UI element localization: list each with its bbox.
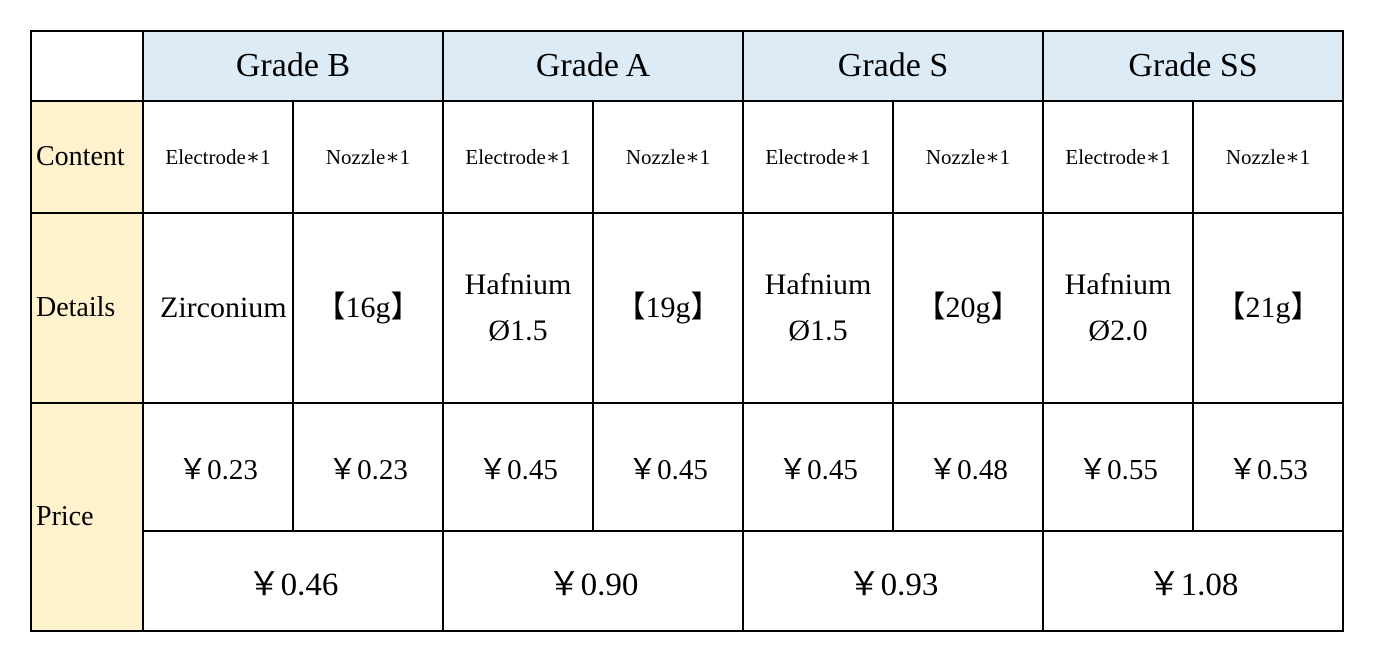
corner-cell — [30, 30, 144, 102]
total-row: ￥0.46 ￥0.90 ￥0.93 ￥1.08 — [31, 530, 1345, 632]
cell: ￥0.23 — [292, 402, 444, 532]
cell: Electrode∗1 — [1042, 100, 1194, 214]
cell: ￥0.48 — [892, 402, 1044, 532]
cell: 【16g】 — [292, 212, 444, 404]
grade-header: Grade SS — [1041, 30, 1345, 102]
cell: Nozzle∗1 — [592, 100, 744, 214]
row-label: Content — [30, 100, 144, 214]
total-cell: ￥0.93 — [742, 530, 1044, 632]
cell: Zirconium — [142, 212, 294, 404]
cell: Electrode∗1 — [742, 100, 894, 214]
row: Price ￥0.23 ￥0.23 ￥0.45 ￥0.45 ￥0.45 ￥0.48 ￥0.55… — [30, 402, 1345, 632]
price-table: Grade B Grade A Grade S Grade SS Content Elec… — [30, 30, 1345, 632]
header-row: Grade B Grade A Grade S Grade SS — [30, 30, 1345, 102]
grade-header: Grade B — [142, 30, 444, 102]
cell: Hafnium Ø2.0 — [1042, 212, 1194, 404]
cell: ￥0.45 — [592, 402, 744, 532]
cell: Nozzle∗1 — [292, 100, 444, 214]
grade-header: Grade S — [742, 30, 1044, 102]
cell: Electrode∗1 — [442, 100, 594, 214]
cell: 【21g】 — [1191, 212, 1345, 404]
cell: ￥0.45 — [742, 402, 894, 532]
cell: ￥0.23 — [142, 402, 294, 532]
cell: Hafnium Ø1.5 — [742, 212, 894, 404]
grade-header: Grade A — [442, 30, 744, 102]
cell: 【20g】 — [892, 212, 1044, 404]
cell: Hafnium Ø1.5 — [442, 212, 594, 404]
table-body: Grade B Grade A Grade S Grade SS Content Elec… — [30, 30, 1345, 632]
row: Details Zirconium 【16g】 Hafnium Ø1.5 【19g】 Ha… — [30, 212, 1345, 404]
row-label: Details — [30, 212, 144, 404]
total-cell: ￥0.90 — [442, 530, 744, 632]
cell: Nozzle∗1 — [892, 100, 1044, 214]
cell: Electrode∗1 — [142, 100, 294, 214]
cell: 【19g】 — [592, 212, 744, 404]
total-cell: ￥1.08 — [1041, 530, 1345, 632]
row: Content Electrode∗1 Nozzle∗1 Electrode∗1 Noz… — [30, 100, 1345, 214]
cell: ￥0.53 — [1191, 402, 1345, 532]
cell: Nozzle∗1 — [1191, 100, 1345, 214]
cell: ￥0.55 — [1042, 402, 1194, 532]
total-cell: ￥0.46 — [142, 530, 444, 632]
cell: ￥0.45 — [442, 402, 594, 532]
row-label: Price — [30, 402, 144, 632]
